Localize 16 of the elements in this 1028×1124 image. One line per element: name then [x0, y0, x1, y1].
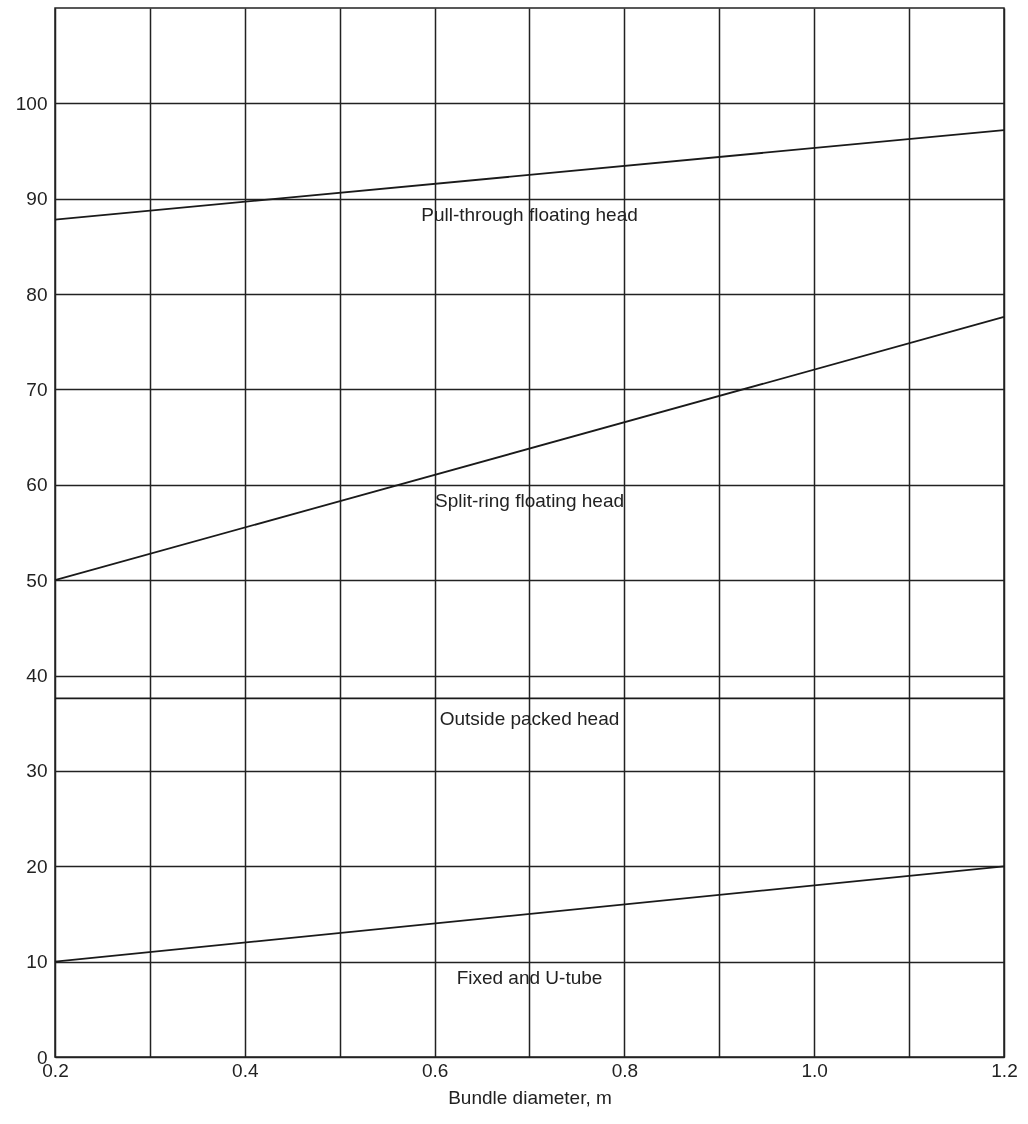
- y-tick-label: 80: [26, 283, 48, 305]
- y-tick-label: 90: [26, 188, 48, 210]
- x-tick-label: 1.0: [801, 1059, 828, 1081]
- y-tick-label: 10: [26, 951, 48, 973]
- x-tick-label: 0.8: [611, 1059, 639, 1081]
- y-tick-label: 60: [26, 474, 48, 496]
- y-tick-label: 100: [15, 92, 48, 114]
- x-axis-title: Bundle diameter, m: [448, 1086, 612, 1108]
- y-tick-label: 40: [26, 665, 48, 687]
- x-tick-label: 0.6: [421, 1059, 449, 1081]
- x-tick-label: 0.4: [232, 1059, 259, 1081]
- y-tick-label: 20: [26, 855, 48, 877]
- y-tick-label: 70: [26, 378, 48, 400]
- y-tick-label: 50: [26, 569, 48, 591]
- x-tick-label: 1.2: [991, 1059, 1018, 1081]
- y-tick-label: 30: [26, 760, 48, 782]
